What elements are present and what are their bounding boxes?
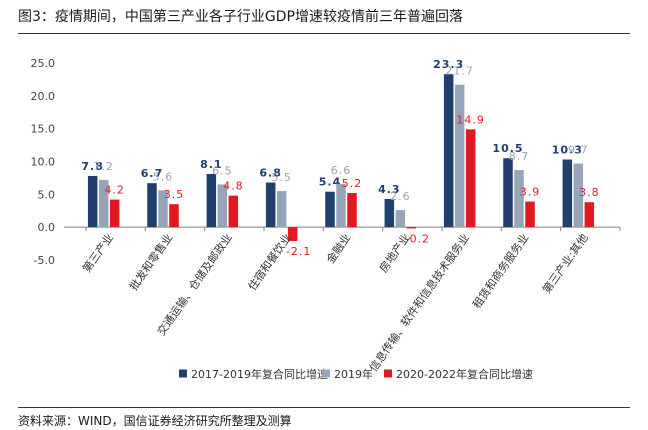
legend-swatch <box>384 369 392 378</box>
data-label: 9.7 <box>568 143 589 156</box>
bar-series-1 <box>325 191 335 228</box>
x-tick-label: 信息传输、软件和信息技术服务业 <box>366 231 472 374</box>
x-tick-label: 批发和零售业 <box>126 231 175 293</box>
data-label: 23.3 <box>433 58 464 71</box>
bar-series-3 <box>228 195 239 228</box>
x-tick-label: 租赁和商务服务业 <box>470 231 532 311</box>
bar-series-2 <box>98 179 109 228</box>
data-label: 7.2 <box>93 160 114 173</box>
bar-series-1 <box>562 159 573 228</box>
y-tick-label: 20.0 <box>31 90 56 103</box>
data-label: 6.7 <box>141 167 164 180</box>
data-label: 3.8 <box>579 186 600 199</box>
bar-series-2 <box>514 170 524 228</box>
data-label: 5.6 <box>153 170 174 183</box>
y-tick-label: 5.0 <box>38 188 56 201</box>
data-label: 5.2 <box>342 177 363 190</box>
y-tick-label: 0.0 <box>38 221 56 234</box>
bar-series-3 <box>109 199 120 228</box>
bar-series-3 <box>465 129 476 228</box>
bar-series-1 <box>87 175 98 228</box>
legend-label: 2017-2019年复合同比增速 <box>191 367 328 381</box>
bar-series-2 <box>395 210 406 228</box>
bar-series-2 <box>454 84 465 228</box>
y-tick-label: 25.0 <box>31 57 56 70</box>
bar-series-2 <box>336 183 346 228</box>
data-label: 8.1 <box>200 158 223 171</box>
figure-title: 图3：疫情期间，中国第三产业各子行业GDP增速较疫情前三年普遍回落 <box>18 9 463 25</box>
data-label: 3.9 <box>520 186 541 199</box>
x-tick-label: 第三产业:其他 <box>539 231 590 296</box>
legend-label: 2019年 <box>334 367 373 381</box>
bottom-rule <box>18 407 630 408</box>
data-label: -2.1 <box>286 245 311 258</box>
y-tick-label: 15.0 <box>31 123 56 136</box>
data-label: 10.5 <box>492 142 523 155</box>
bar-series-3 <box>287 227 298 241</box>
data-label: 2.6 <box>390 190 411 203</box>
x-tick-label: 房地产业 <box>376 231 413 275</box>
bar-series-3 <box>347 193 357 228</box>
bar-series-1 <box>384 198 395 228</box>
bar-series-3 <box>525 201 535 228</box>
bar-series-3 <box>584 202 595 228</box>
y-tick-label: 10.0 <box>31 156 56 169</box>
bar-chart: -5.00.05.010.015.020.025.07.86.78.16.85.… <box>31 57 621 381</box>
bar-series-2 <box>573 163 584 228</box>
bar-series-2 <box>276 191 287 228</box>
data-label: 6.8 <box>259 167 282 180</box>
data-label: 5.4 <box>319 176 342 189</box>
data-label: 5.5 <box>271 171 292 184</box>
data-label: 4.2 <box>104 184 125 197</box>
data-label: 4.3 <box>378 183 401 196</box>
bar-series-1 <box>147 183 157 228</box>
x-tick-label: 住宿和餐饮业 <box>245 231 294 293</box>
data-label: 6.5 <box>212 164 233 177</box>
data-label: 14.9 <box>456 113 485 126</box>
bar-series-3 <box>406 227 417 229</box>
source-note: 资料来源：WIND，国信证券经济研究所整理及测算 <box>18 414 292 428</box>
data-label: 4.8 <box>223 180 244 193</box>
data-label: 8.7 <box>509 150 530 163</box>
bar-series-1 <box>443 74 454 228</box>
legend-swatch <box>322 369 330 378</box>
top-rule <box>18 33 630 34</box>
bar-series-2 <box>158 190 168 228</box>
data-label: 7.8 <box>81 160 104 173</box>
y-tick-label: -5.0 <box>34 254 55 267</box>
bar-series-3 <box>169 204 179 228</box>
x-tick-label: 第三产业 <box>79 231 116 275</box>
x-tick-label: 金融业 <box>323 231 353 266</box>
bar-series-2 <box>217 184 228 228</box>
data-label: -0.2 <box>405 232 430 245</box>
data-label: 3.5 <box>164 188 185 201</box>
legend-swatch <box>179 369 187 378</box>
bar-series-1 <box>503 158 513 228</box>
legend-label: 2020-2022年复合同比增速 <box>396 367 533 381</box>
data-label: 6.6 <box>331 164 352 177</box>
data-label: 21.7 <box>445 65 474 78</box>
bar-series-1 <box>265 182 276 228</box>
bar-series-1 <box>206 173 217 228</box>
data-label: 10.3 <box>552 144 583 157</box>
